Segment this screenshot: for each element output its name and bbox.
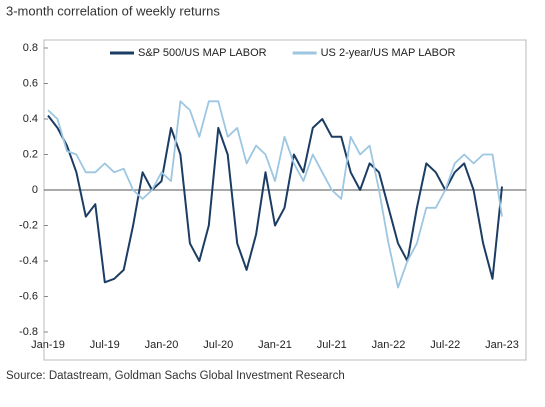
y-tick-label: -0.2 (19, 219, 38, 231)
legend-label: US 2-year/US MAP LABOR (321, 47, 456, 59)
plot-frame (43, 39, 527, 361)
chart-title: 3-month correlation of weekly returns (6, 3, 220, 18)
y-tick-label: 0.4 (23, 113, 38, 125)
y-tick-label: 0 (32, 184, 38, 196)
source-note: Source: Datastream, Goldman Sachs Global… (6, 370, 345, 382)
x-tick-label: Jan-21 (258, 339, 292, 351)
x-tick-label: Jul-22 (430, 339, 460, 351)
x-tick-label: Jul-20 (203, 339, 233, 351)
y-tick-label: -0.6 (19, 290, 38, 302)
x-tick-label: Jan-20 (145, 339, 179, 351)
y-tick-label: 0.2 (23, 148, 38, 160)
series-line (47, 114, 503, 284)
legend-label: S&P 500/US MAP LABOR (138, 47, 267, 59)
x-tick-label: Jan-22 (372, 339, 406, 351)
y-tick-label: -0.8 (19, 326, 38, 338)
x-tick-label: Jul-21 (317, 339, 347, 351)
y-tick-label: 0.8 (23, 42, 38, 54)
x-tick-label: Jan-23 (485, 339, 519, 351)
y-tick-label: 0.6 (23, 77, 38, 89)
x-tick-label: Jul-19 (90, 339, 120, 351)
y-tick-label: -0.4 (19, 255, 38, 267)
x-tick-label: Jan-19 (31, 339, 65, 351)
series-line (47, 100, 503, 289)
